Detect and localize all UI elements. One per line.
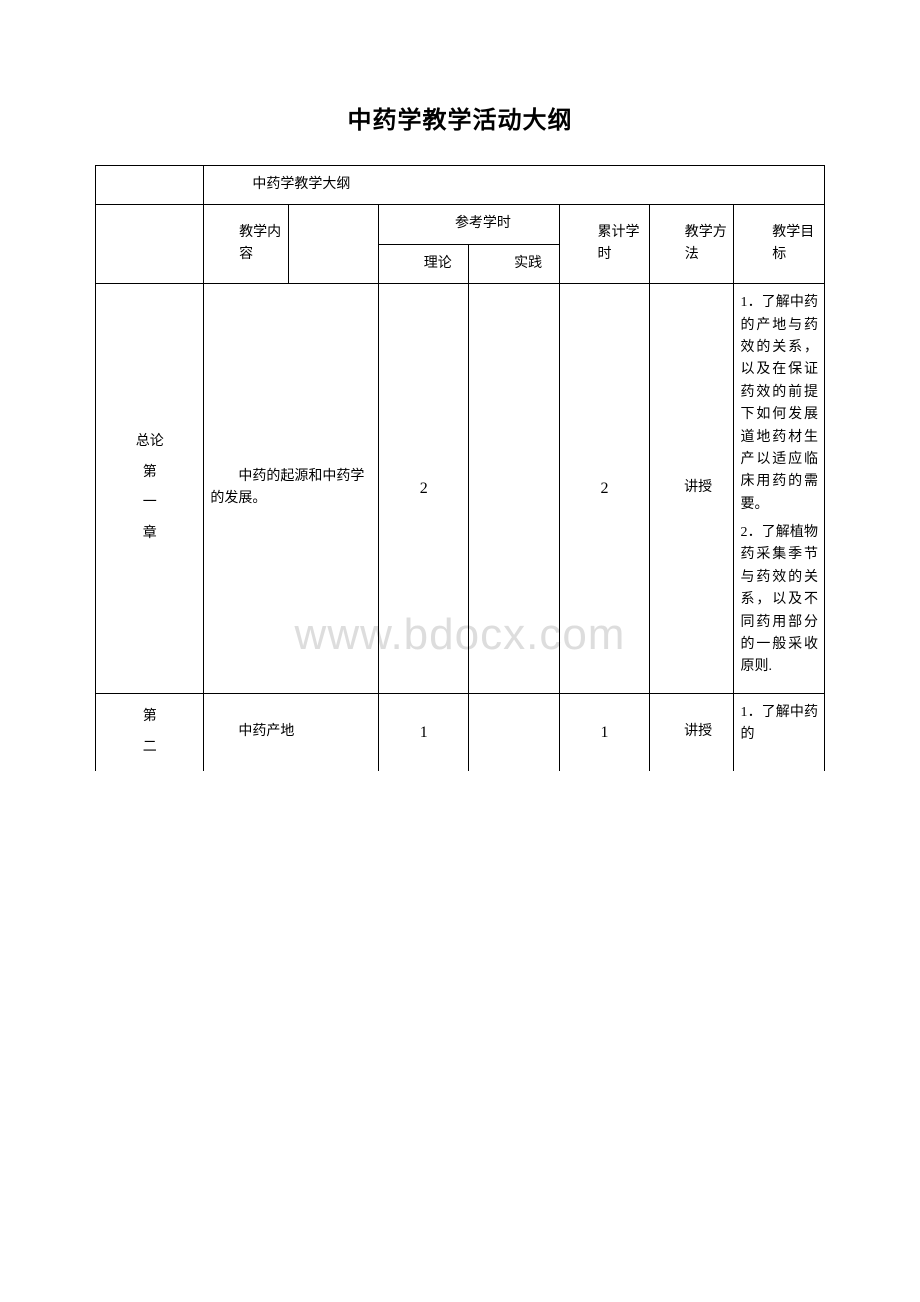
- chapter-label: 总论 第 一 章: [136, 434, 164, 541]
- chapter-cell: 第 二: [96, 693, 204, 771]
- goal-text: ．了解植物药采集季节与药效的关系，以及不同药用部分的一般采收原则.: [740, 525, 818, 674]
- cumulative-cell: 1: [559, 693, 649, 771]
- header-ref-hours: 参考学时: [379, 205, 560, 244]
- practice-cell: [469, 693, 559, 771]
- page-title: 中药学教学活动大纲: [95, 100, 825, 135]
- header-blank-3: [288, 205, 378, 284]
- table-row: 第 二 中药产地 1 1 讲授 1．了解中药的: [96, 693, 825, 771]
- header-cumulative: 累计学时: [559, 205, 649, 284]
- table-header-row-1: 中药学教学大纲: [96, 166, 825, 205]
- goal-text: ．了解中药的产地与药效的关系，以及在保证药效的前提下如何发展道地药材生产以适应临…: [740, 295, 818, 512]
- practice-cell: [469, 284, 559, 694]
- chapter-cell: 总论 第 一 章: [96, 284, 204, 694]
- content-cell: 中药产地: [204, 693, 379, 771]
- syllabus-table: 中药学教学大纲 教学内容 参考学时 累计学时 教学方法 教学目标 理论 实践 总…: [95, 165, 825, 771]
- syllabus-table-wrap: 中药学教学大纲 教学内容 参考学时 累计学时 教学方法 教学目标 理论 实践 总…: [95, 165, 825, 771]
- header-blank: [96, 166, 204, 205]
- theory-cell: 1: [379, 693, 469, 771]
- content-cell: 中药的起源和中药学的发展。: [204, 284, 379, 694]
- chapter-label: 第 二: [143, 709, 157, 755]
- goal-item: 1．了解中药的产地与药效的关系，以及在保证药效的前提下如何发展道地药材生产以适应…: [740, 292, 818, 516]
- header-blank-2: [96, 205, 204, 284]
- table-row: 总论 第 一 章 中药的起源和中药学的发展。 2 2 讲授 1．了解中药的产地与…: [96, 284, 825, 694]
- header-subtitle: 中药学教学大纲: [204, 166, 825, 205]
- header-goal: 教学目标: [734, 205, 825, 284]
- header-method: 教学方法: [650, 205, 734, 284]
- goal-cell: 1．了解中药的产地与药效的关系，以及在保证药效的前提下如何发展道地药材生产以适应…: [734, 284, 825, 694]
- goal-text: ．了解中药的: [740, 705, 818, 742]
- header-content: 教学内容: [204, 205, 288, 284]
- method-cell: 讲授: [650, 284, 734, 694]
- goal-item: 2．了解植物药采集季节与药效的关系，以及不同药用部分的一般采收原则.: [740, 522, 818, 679]
- goal-cell: 1．了解中药的: [734, 693, 825, 771]
- goal-item: 1．了解中药的: [740, 702, 818, 747]
- cumulative-cell: 2: [559, 284, 649, 694]
- table-header-row-2: 教学内容 参考学时 累计学时 教学方法 教学目标: [96, 205, 825, 244]
- header-practice: 实践: [469, 244, 559, 283]
- theory-cell: 2: [379, 284, 469, 694]
- header-theory: 理论: [379, 244, 469, 283]
- method-cell: 讲授: [650, 693, 734, 771]
